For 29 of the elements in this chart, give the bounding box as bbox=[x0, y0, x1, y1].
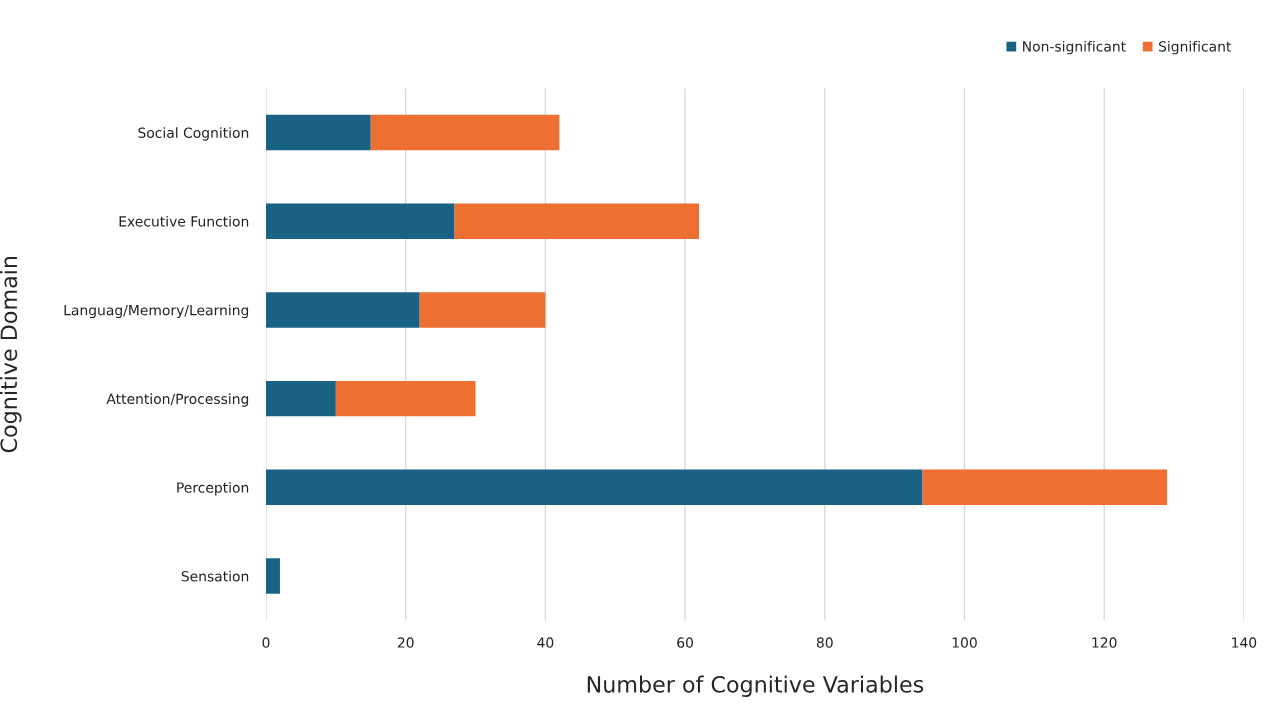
y-tick-label: Sensation bbox=[181, 570, 249, 582]
x-tick-label: 60 bbox=[677, 637, 693, 648]
y-tick-label: Languag/Memory/Learning bbox=[64, 304, 249, 319]
x-tick-label: 80 bbox=[816, 637, 833, 648]
legend-label: Non-significant bbox=[1023, 40, 1126, 55]
bar bbox=[265, 469, 923, 506]
x-axis-title: Number of Cognitive Variables bbox=[587, 675, 924, 698]
y-tick-label: Executive Function bbox=[119, 215, 249, 227]
bar bbox=[419, 292, 546, 328]
x-tick-label: 0 bbox=[262, 637, 270, 648]
bar bbox=[922, 469, 1168, 506]
x-tick-label: 20 bbox=[397, 637, 414, 648]
y-tick-label: Attention/Processing bbox=[106, 393, 249, 407]
bar bbox=[265, 558, 280, 594]
bar bbox=[265, 380, 336, 417]
y-tick-label: Social Cognition bbox=[138, 127, 249, 141]
x-tick-label: 40 bbox=[537, 637, 554, 648]
bar bbox=[335, 380, 476, 417]
y-tick-label: Perception bbox=[177, 482, 249, 496]
x-tick-label: 100 bbox=[952, 637, 977, 648]
legend-label: Significant bbox=[1159, 40, 1232, 55]
bar bbox=[265, 114, 371, 151]
x-tick-label: 140 bbox=[1232, 637, 1257, 648]
x-tick-label: 120 bbox=[1092, 637, 1117, 648]
bar bbox=[370, 114, 560, 151]
bar bbox=[265, 203, 455, 239]
bar bbox=[265, 292, 420, 328]
y-axis-title: Cognitive Domain bbox=[0, 256, 22, 453]
bar bbox=[454, 203, 700, 239]
